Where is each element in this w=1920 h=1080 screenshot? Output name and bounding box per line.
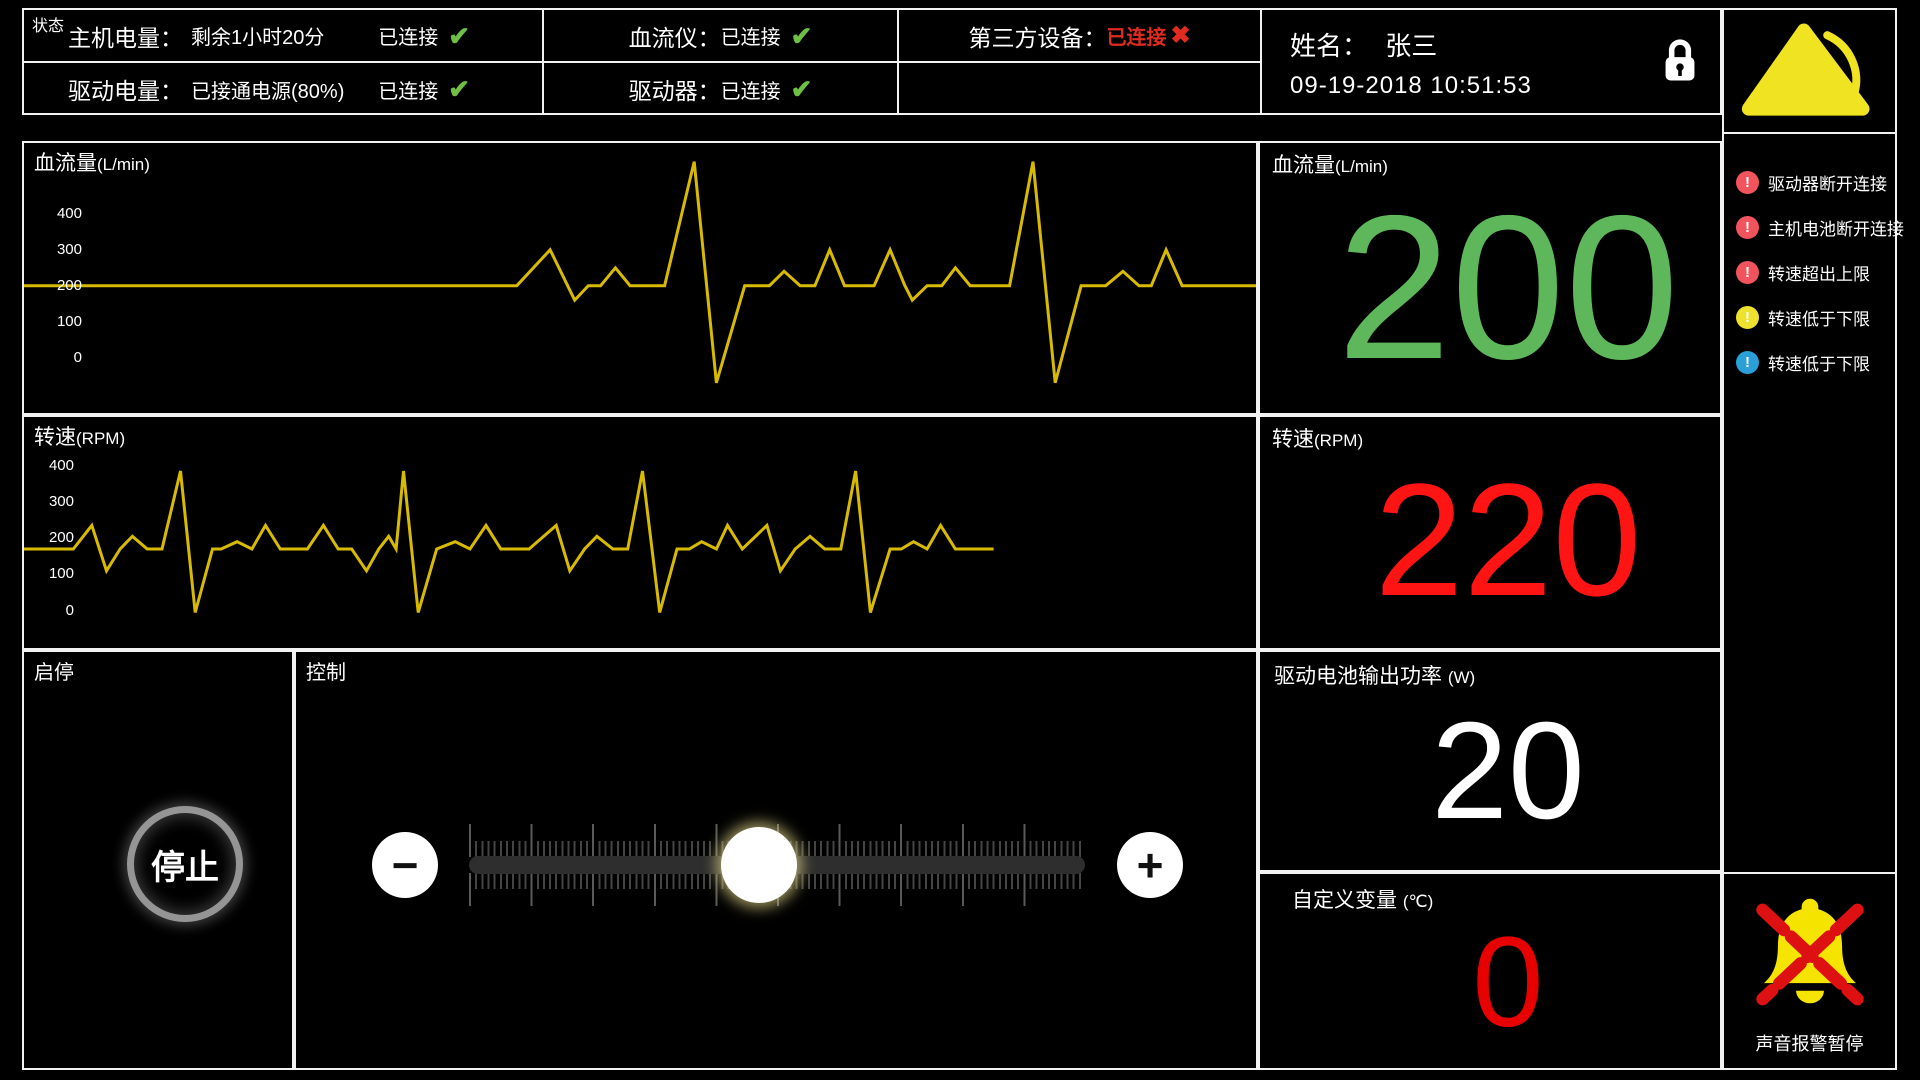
driver-label: 驱动器：: [628, 78, 721, 104]
flow-meter-label: 血流仪：: [628, 24, 721, 51]
divider: [24, 61, 1260, 63]
alarm-text: 转速超出上限: [1768, 265, 1870, 284]
flow-value-title: 血流量(L/min): [1272, 154, 1388, 177]
drive-battery-status: 驱动电量： 已接通电源(80%) 已连接 ✔: [24, 63, 542, 115]
alarm-sidebar: ! 驱动器断开连接! 主机电池断开连接! 转速超出上限! 转速低于下限! 转速低于下限 声…: [1722, 8, 1904, 1070]
flow-value-panel: 血流量(L/min) 200: [1258, 141, 1722, 415]
decrease-button[interactable]: −: [372, 832, 438, 898]
rpm-value-panel: 转速(RPM) 220: [1258, 415, 1722, 650]
flow-meter-status: 血流仪： 已连接 ✔: [544, 10, 897, 61]
custom-value: 0: [1472, 911, 1544, 1054]
flow-chart: 400 300 200 100 0: [24, 143, 1256, 413]
alarm-item: ! 转速低于下限: [1724, 295, 1895, 340]
alarm-severity-icon: !: [1736, 216, 1759, 239]
alarm-text: 驱动器断开连接: [1768, 175, 1887, 194]
datetime: 09-19-2018 10:51:53: [1290, 72, 1532, 99]
stop-button[interactable]: 停止: [127, 806, 243, 922]
y-axis-tick-label: 0: [73, 348, 82, 366]
third-party-conn: 已连接: [1106, 27, 1167, 49]
cross-icon: ✖: [1170, 21, 1191, 49]
host-battery-status: 主机电量： 剩余1小时20分 已连接 ✔: [24, 10, 542, 61]
driver-status: 驱动器： 已连接 ✔: [544, 63, 897, 115]
y-axis-tick-label: 0: [65, 601, 74, 619]
alarm-text: 主机电池断开连接: [1768, 220, 1904, 239]
rpm-chart-panel: 转速(RPM) 400 300 200 100 0: [22, 415, 1258, 650]
check-icon: ✔: [448, 74, 470, 104]
rpm-chart-title: 转速(RPM): [34, 426, 126, 449]
mute-alarm-label: 声音报警暂停: [1755, 1034, 1864, 1054]
flow-chart-panel: 血流量(L/min) 400 300 200 100 0: [22, 141, 1258, 415]
rpm-value: 220: [1374, 449, 1642, 629]
driver-conn: 已连接: [720, 80, 781, 103]
alarm-list: ! 驱动器断开连接! 主机电池断开连接! 转速超出上限! 转速低于下限! 转速低于下限: [1724, 160, 1904, 385]
alarm-severity-icon: !: [1736, 171, 1759, 194]
power-value-title: 驱动电池输出功率 (W): [1274, 665, 1476, 688]
alarm-severity-icon: !: [1736, 261, 1759, 284]
control-panel: 控制 − +: [294, 650, 1258, 1070]
host-battery-label: 主机电量：: [68, 24, 183, 51]
drive-battery-label: 驱动电量：: [68, 78, 183, 104]
y-axis-tick-label: 300: [56, 240, 82, 258]
drive-battery-conn: 已连接: [378, 80, 439, 103]
y-axis-tick-label: 100: [56, 312, 82, 330]
patient-name: 张三: [1385, 31, 1438, 61]
drive-battery-value: 已接通电源(80%): [191, 80, 345, 103]
check-icon: ✔: [448, 20, 470, 51]
rpm-chart: 400 300 200 100 0: [24, 417, 1256, 648]
custom-value-panel: 自定义变量 (℃) 0: [1258, 872, 1722, 1070]
power-value-panel: 驱动电池输出功率 (W) 20: [1258, 650, 1722, 872]
flow-chart-title: 血流量(L/min): [34, 152, 150, 175]
mute-alarm-button[interactable]: 声音报警暂停: [1724, 872, 1895, 1070]
patient-name-label: 姓名：: [1290, 31, 1369, 61]
flow-value: 200: [1336, 172, 1680, 402]
check-icon: ✔: [790, 20, 813, 51]
y-axis-tick-label: 100: [48, 565, 74, 583]
y-axis-tick-label: 400: [48, 456, 74, 474]
start-stop-label: 启停: [34, 662, 74, 684]
power-value: 20: [1431, 694, 1585, 848]
check-icon: ✔: [790, 74, 813, 104]
patient-name-row: 姓名： 张三: [1290, 26, 1437, 63]
custom-value-title: 自定义变量 (℃): [1292, 889, 1434, 912]
patient-info: 姓名： 张三 09-19-2018 10:51:53: [1262, 10, 1724, 115]
start-stop-panel: 启停 停止: [22, 650, 294, 1070]
lock-icon[interactable]: [1660, 36, 1700, 91]
host-battery-conn: 已连接: [378, 27, 439, 49]
flow-meter-conn: 已连接: [720, 27, 781, 49]
y-axis-tick-label: 300: [48, 492, 74, 510]
y-axis-tick-label: 200: [56, 276, 82, 294]
muted-bell-icon: [1724, 882, 1895, 1027]
status-corner-label: 状态: [32, 18, 65, 35]
y-axis-tick-label: 400: [56, 204, 82, 222]
host-battery-value: 剩余1小时20分: [191, 27, 325, 49]
alarm-text: 转速低于下限: [1768, 310, 1870, 329]
rpm-value-title: 转速(RPM): [1272, 428, 1364, 451]
status-bar: 状态 主机电量： 剩余1小时20分 已连接 ✔ 驱动电量： 已接通电源(80%)…: [22, 8, 1722, 115]
divider: [1260, 10, 1262, 113]
third-party-label: 第三方设备：: [968, 24, 1107, 51]
slider-knob[interactable]: [720, 827, 797, 903]
control-label: 控制: [306, 662, 346, 684]
divider: [1724, 132, 1895, 134]
warning-triangle-icon: [1724, 14, 1895, 130]
y-axis-tick-label: 200: [48, 529, 74, 547]
third-party-status: 第三方设备： 已连接 ✖: [899, 10, 1260, 61]
alarm-item: ! 转速低于下限: [1724, 340, 1895, 385]
alarm-item: ! 驱动器断开连接: [1724, 160, 1895, 205]
alarm-severity-icon: !: [1736, 351, 1759, 374]
alarm-item: ! 转速超出上限: [1724, 250, 1895, 295]
divider: [1724, 872, 1895, 874]
alarm-item: ! 主机电池断开连接: [1724, 205, 1904, 250]
alarm-text: 转速低于下限: [1768, 355, 1870, 374]
alarm-severity-icon: !: [1736, 306, 1759, 329]
increase-button[interactable]: +: [1117, 832, 1183, 898]
